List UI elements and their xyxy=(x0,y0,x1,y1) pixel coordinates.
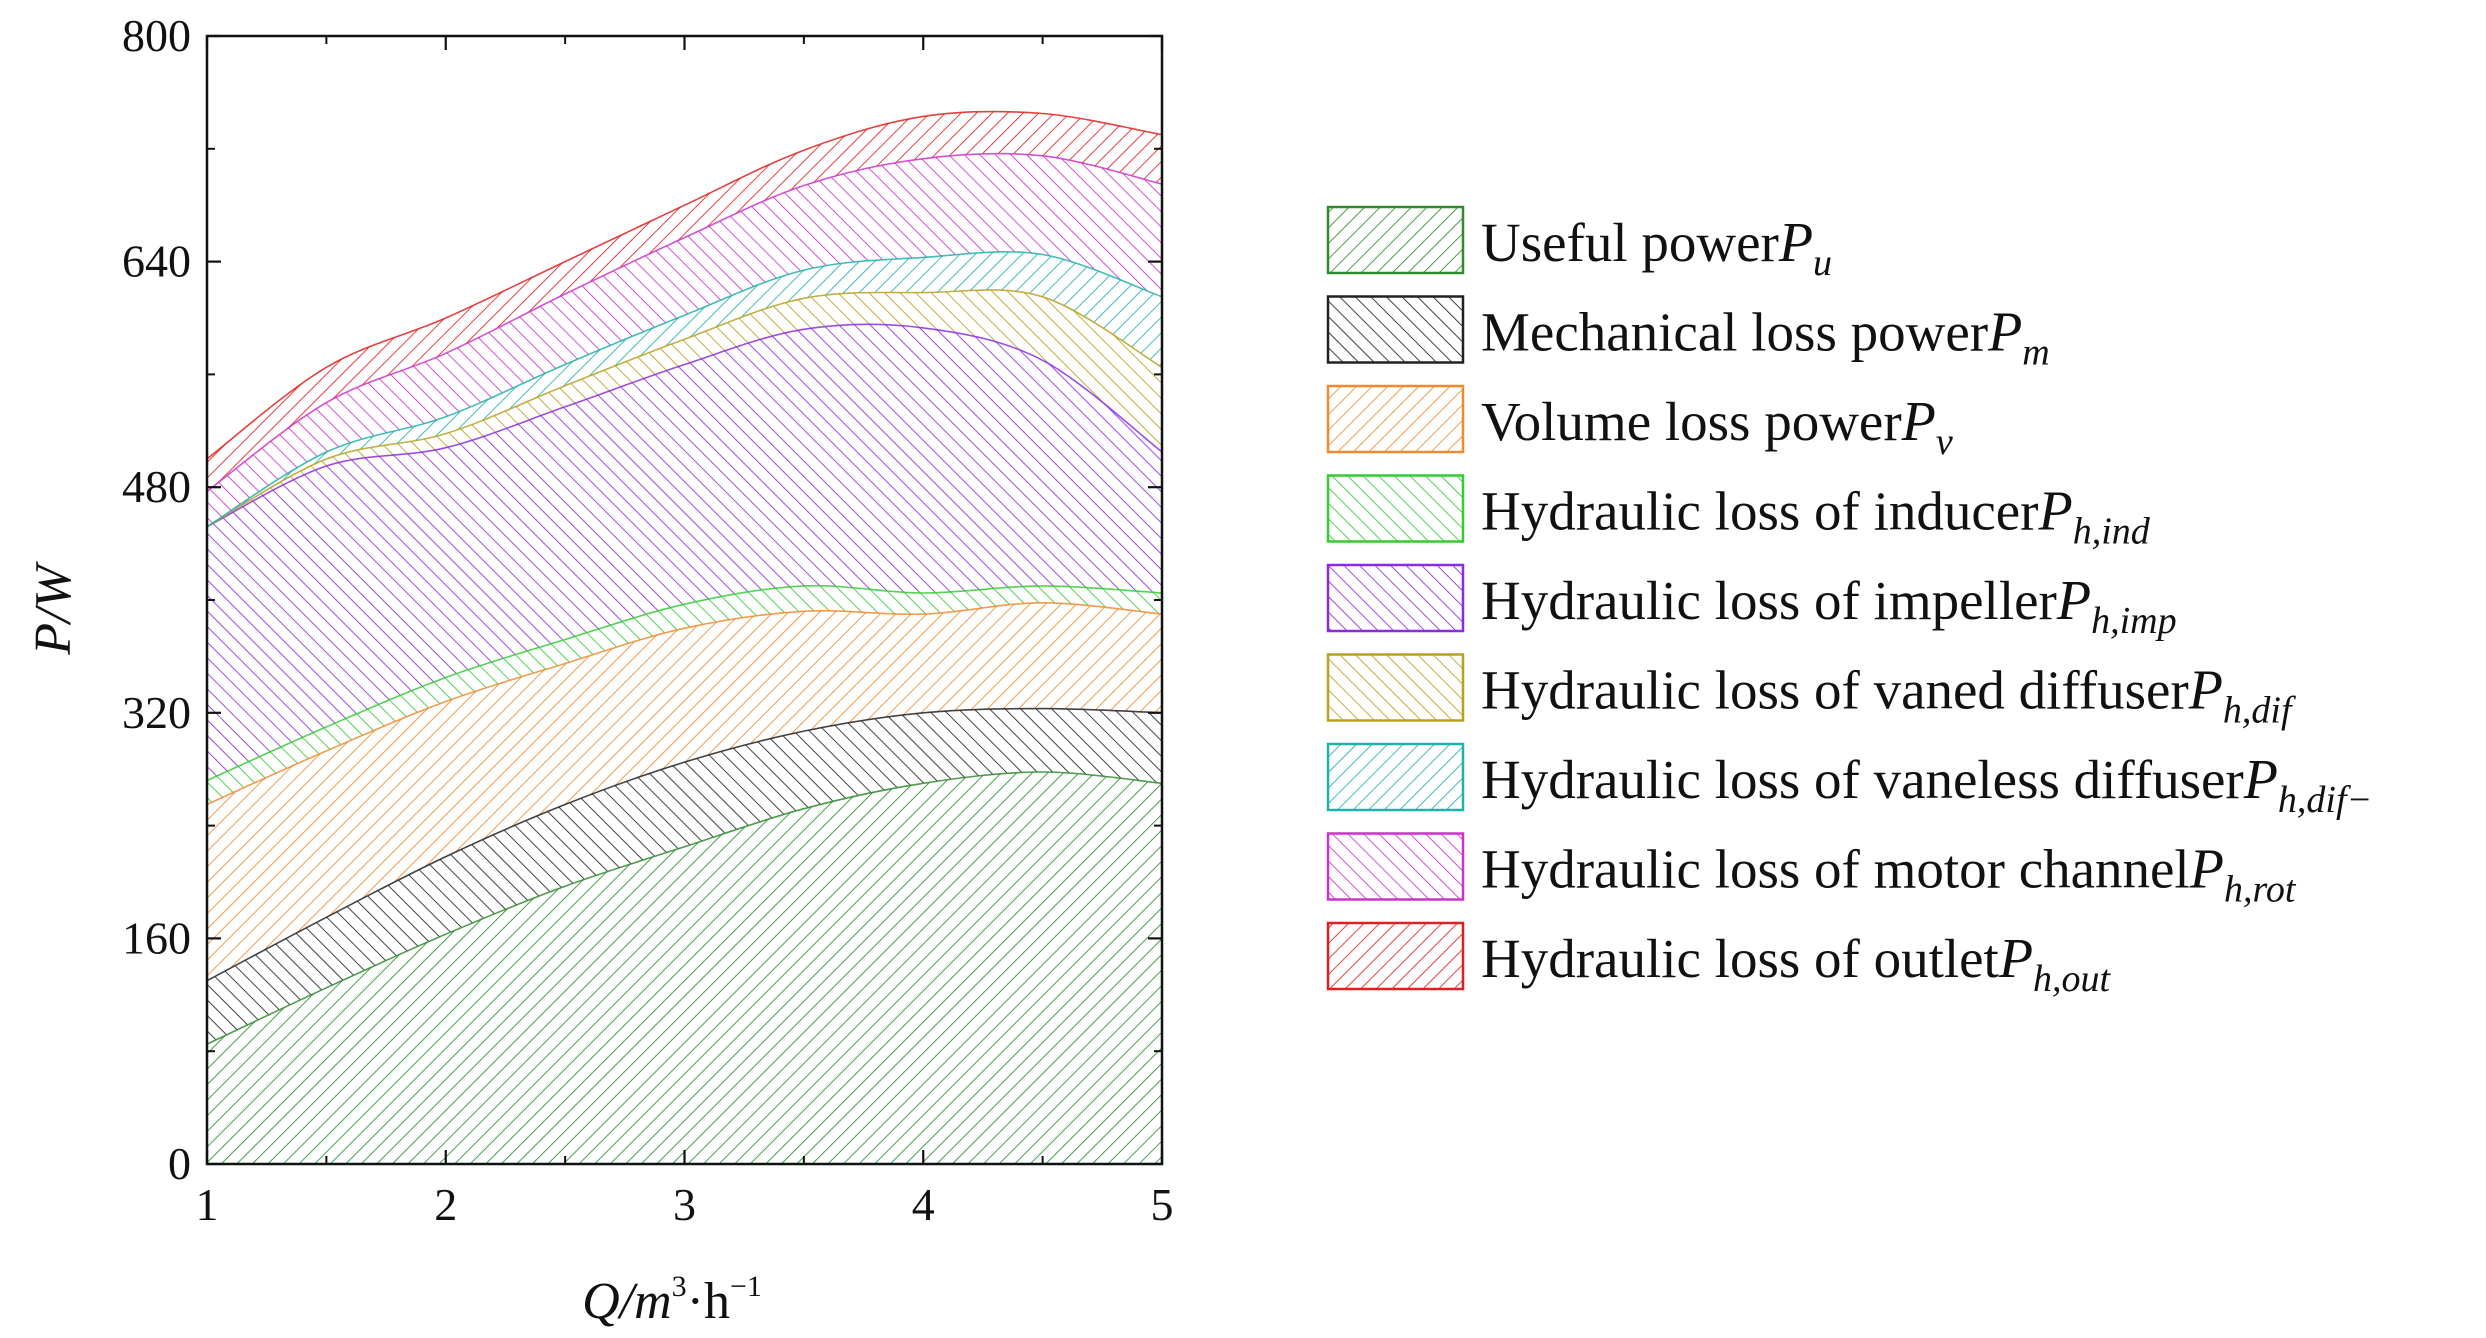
area-boundaries-group xyxy=(206,110,1163,1045)
y-tick-label: 320 xyxy=(122,687,191,738)
legend-label: Useful powerPu xyxy=(1481,212,1832,284)
x-tick-label: 1 xyxy=(196,1179,219,1230)
legend-swatch xyxy=(1326,832,1465,901)
y-axis-title: P/W xyxy=(25,561,82,656)
axis-tick-labels-group: 1 2 3 4 5 0 160 320 480 640 800 xyxy=(122,10,1174,1230)
area-volume-loss-power xyxy=(207,602,1162,981)
area-series-group xyxy=(207,111,1162,1164)
legend-swatch xyxy=(1326,921,1465,991)
boundary-volume-loss-power xyxy=(206,601,1163,806)
boundary-hydraulic-loss-of-vaneless-diffuser xyxy=(206,250,1163,528)
legend-swatch xyxy=(1326,384,1465,454)
area-hydraulic-loss-of-vaned-diffuser xyxy=(207,289,1162,527)
legend-swatch xyxy=(1326,563,1465,633)
x-tick-label: 5 xyxy=(1151,1179,1174,1230)
legend-entry: Hydraulic loss of inducerPh,ind xyxy=(1326,474,2151,553)
legend-entry: Hydraulic loss of impellerPh,imp xyxy=(1326,563,2177,642)
area-mechanical-loss-power xyxy=(207,708,1162,1045)
legend-entry: Hydraulic loss of motor channelPh,rot xyxy=(1326,832,2297,911)
y-tick-label: 0 xyxy=(168,1138,191,1189)
boundary-hydraulic-loss-of-impeller xyxy=(206,323,1163,528)
boundary-hydraulic-loss-of-outlet xyxy=(206,110,1163,460)
x-tick-label: 3 xyxy=(673,1179,696,1230)
legend-label: Hydraulic loss of vaneless diffuserPh,di… xyxy=(1481,749,2372,821)
x-axis-title: Q/m3·h−1 xyxy=(582,1270,762,1330)
y-tick-label: 480 xyxy=(122,461,191,512)
legend-entry: Hydraulic loss of vaneless diffuserPh,di… xyxy=(1326,742,2372,821)
legend-label: Mechanical loss powerPm xyxy=(1481,302,2050,374)
legend-swatch xyxy=(1326,205,1465,275)
boundary-hydraulic-loss-of-inducer xyxy=(206,584,1163,782)
axis-ticks-group xyxy=(205,34,1164,1166)
boundary-hydraulic-loss-of-motor-channel xyxy=(206,152,1163,493)
boundary-hydraulic-loss-of-vaned-diffuser xyxy=(206,289,1163,528)
legend-entry: Useful powerPu xyxy=(1326,205,1832,284)
legend-label: Hydraulic loss of inducerPh,ind xyxy=(1481,481,2151,553)
x-tick-label: 2 xyxy=(434,1179,457,1230)
area-hydraulic-loss-of-motor-channel xyxy=(207,153,1162,527)
legend-entry: Hydraulic loss of outletPh,out xyxy=(1326,921,2112,1000)
y-tick-label: 640 xyxy=(122,236,191,287)
legend-label: Hydraulic loss of vaned diffuserPh,dif xyxy=(1481,660,2296,732)
area-hydraulic-loss-of-outlet xyxy=(207,111,1162,492)
y-tick-label: 800 xyxy=(122,10,191,61)
legend-entry: Volume loss powerPv xyxy=(1326,384,1953,463)
legend-entry: Mechanical loss powerPm xyxy=(1326,295,2050,374)
area-useful-power xyxy=(207,772,1162,1164)
x-tick-label: 4 xyxy=(912,1179,935,1230)
legend-entry: Hydraulic loss of vaned diffuserPh,dif xyxy=(1326,653,2296,732)
legend-swatch xyxy=(1326,295,1465,364)
boundary-useful-power xyxy=(206,771,1163,1045)
y-tick-label: 160 xyxy=(122,912,191,963)
legend-swatch xyxy=(1326,474,1465,543)
area-hydraulic-loss-of-impeller xyxy=(207,324,1162,781)
legend-label: Hydraulic loss of motor channelPh,rot xyxy=(1481,839,2297,911)
legend-swatch xyxy=(1326,653,1465,722)
boundary-mechanical-loss-power xyxy=(206,707,1163,982)
legend-label: Hydraulic loss of outletPh,out xyxy=(1481,928,2112,1000)
area-hydraulic-loss-of-vaneless-diffuser xyxy=(207,251,1162,527)
legend-label: Volume loss powerPv xyxy=(1481,391,1953,463)
legend-label: Hydraulic loss of impellerPh,imp xyxy=(1481,570,2177,642)
legend-swatch xyxy=(1326,742,1465,812)
legend: Useful powerPu Mechanical loss powerPm Vol… xyxy=(1326,205,2372,1000)
